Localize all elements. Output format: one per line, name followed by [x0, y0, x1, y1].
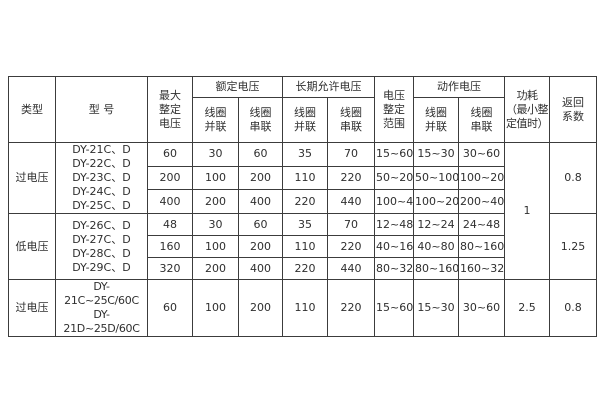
table-cell: 60	[147, 142, 193, 167]
cell-power-groups-1-2: 1	[504, 142, 550, 280]
table-cell: 100~200	[413, 189, 459, 214]
cell-type-overvoltage-1: 过电压	[8, 142, 56, 214]
table-cell: 80~320	[374, 257, 414, 280]
header-rated-coil-series: 线圈 串联	[238, 97, 283, 143]
table-cell: 80~160	[413, 257, 459, 280]
table-cell: 48	[147, 213, 193, 236]
cell-power-group3: 2.5	[504, 279, 550, 337]
table-cell: 220	[327, 165, 375, 191]
header-voltage-setting-range: 电压 整定 范围	[374, 76, 414, 143]
table-cell: 160~320	[458, 257, 505, 280]
table-row: 过电压 DY-21C~25C/60C DY-21D~25D/60C 60 100…	[8, 279, 597, 337]
table-cell: 60	[238, 213, 283, 236]
table-cell: 100~200	[458, 165, 505, 191]
relay-spec-table-container: 类型 型 号 最大 整定 电压 额定电压 长期允许电压 电压 整定 范围 动作电…	[8, 76, 597, 337]
header-operating-voltage-group: 动作电压	[413, 76, 505, 98]
table-cell: 400	[147, 189, 193, 214]
table-cell: 200	[192, 189, 239, 214]
table-cell: 50~100	[413, 165, 459, 191]
cell-models-group3: DY-21C~25C/60C DY-21D~25D/60C	[55, 279, 148, 337]
table-cell: 30~60	[458, 142, 505, 167]
table-cell: 110	[282, 235, 328, 258]
table-cell: 12~48	[374, 213, 414, 236]
table-cell: 100	[192, 165, 239, 191]
header-operating-coil-parallel: 线圈 并联	[413, 97, 459, 143]
header-long-term-voltage-group: 长期允许电压	[282, 76, 375, 98]
table-cell: 15~30	[413, 142, 459, 167]
table-row: 160 100 200 110 220 40~160 40~80 80~160	[9, 235, 597, 258]
table-cell: 35	[282, 213, 328, 236]
table-cell: 24~48	[458, 213, 505, 236]
table-cell: 60	[147, 279, 193, 337]
cell-type-lowvoltage: 低电压	[8, 213, 56, 280]
cell-models-group2: DY-26C、D DY-27C、D DY-28C、D DY-29C、D	[55, 213, 148, 280]
table-cell: 40~160	[374, 235, 414, 258]
header-return-coefficient: 返回 系数	[549, 76, 597, 143]
table-cell: 320	[147, 257, 193, 280]
table-cell: 30~60	[458, 279, 505, 337]
table-cell: 400	[238, 257, 283, 280]
table-cell: 35	[282, 142, 328, 167]
header-longterm-coil-parallel: 线圈 并联	[282, 97, 328, 143]
table-cell: 200~400	[458, 189, 505, 214]
table-cell: 30	[192, 142, 239, 167]
cell-models-group1: DY-21C、D DY-22C、D DY-23C、D DY-24C、D DY-2…	[55, 142, 148, 214]
table-cell: 50~200	[374, 165, 414, 191]
table-cell: 220	[282, 257, 328, 280]
table-cell: 15~60	[374, 279, 414, 337]
table-cell: 200	[238, 165, 283, 191]
header-model: 型 号	[55, 76, 148, 143]
header-operating-coil-series: 线圈 串联	[458, 97, 505, 143]
header-row-subcolumns: 线圈 并联 线圈 串联 线圈 并联 线圈 串联 线圈 并联 线圈 串联	[9, 97, 597, 143]
table-row: 320 200 400 220 440 80~320 80~160 160~32…	[9, 257, 597, 280]
header-type: 类型	[8, 76, 56, 143]
table-cell: 70	[327, 142, 375, 167]
table-cell: 100~400	[374, 189, 414, 214]
table-cell: 60	[238, 142, 283, 167]
cell-return-coeff-group2: 1.25	[549, 213, 597, 280]
table-cell: 70	[327, 213, 375, 236]
table-cell: 15~60	[374, 142, 414, 167]
table-cell: 200	[192, 257, 239, 280]
table-cell: 160	[147, 235, 193, 258]
table-row: 过电压 DY-21C、D DY-22C、D DY-23C、D DY-24C、D …	[8, 142, 597, 280]
table-cell: 220	[282, 189, 328, 214]
cell-type-overvoltage-2: 过电压	[8, 279, 56, 337]
table-cell: 100	[192, 235, 239, 258]
header-rated-coil-parallel: 线圈 并联	[192, 97, 239, 143]
header-power-consumption: 功耗 （最小整 定值时）	[504, 76, 550, 143]
cell-return-coeff-group1: 0.8	[549, 142, 597, 214]
cell-return-coeff-group3: 0.8	[549, 279, 597, 337]
table-cell: 110	[282, 279, 328, 337]
table-row: 400 200 400 220 440 100~400 100~200 200~…	[9, 189, 597, 214]
header-rated-voltage-group: 额定电压	[192, 76, 283, 98]
table-cell: 12~24	[413, 213, 459, 236]
table-cell: 15~30	[413, 279, 459, 337]
table-cell: 440	[327, 257, 375, 280]
table-cell: 40~80	[413, 235, 459, 258]
table-cell: 200	[147, 165, 193, 191]
header-max-setting-voltage: 最大 整定 电压	[147, 76, 193, 143]
table-cell: 220	[327, 279, 375, 337]
table-cell: 440	[327, 189, 375, 214]
header-longterm-coil-series: 线圈 串联	[327, 97, 375, 143]
table-cell: 200	[238, 235, 283, 258]
relay-spec-table: 类型 型 号 最大 整定 电压 额定电压 长期允许电压 电压 整定 范围 动作电…	[8, 76, 597, 337]
table-cell: 100	[192, 279, 239, 337]
table-cell: 80~160	[458, 235, 505, 258]
header-row-groups: 类型 型 号 最大 整定 电压 额定电压 长期允许电压 电压 整定 范围 动作电…	[8, 76, 597, 143]
table-cell: 110	[282, 165, 328, 191]
table-cell: 400	[238, 189, 283, 214]
table-cell: 200	[238, 279, 283, 337]
table-cell: 220	[327, 235, 375, 258]
table-cell: 30	[192, 213, 239, 236]
